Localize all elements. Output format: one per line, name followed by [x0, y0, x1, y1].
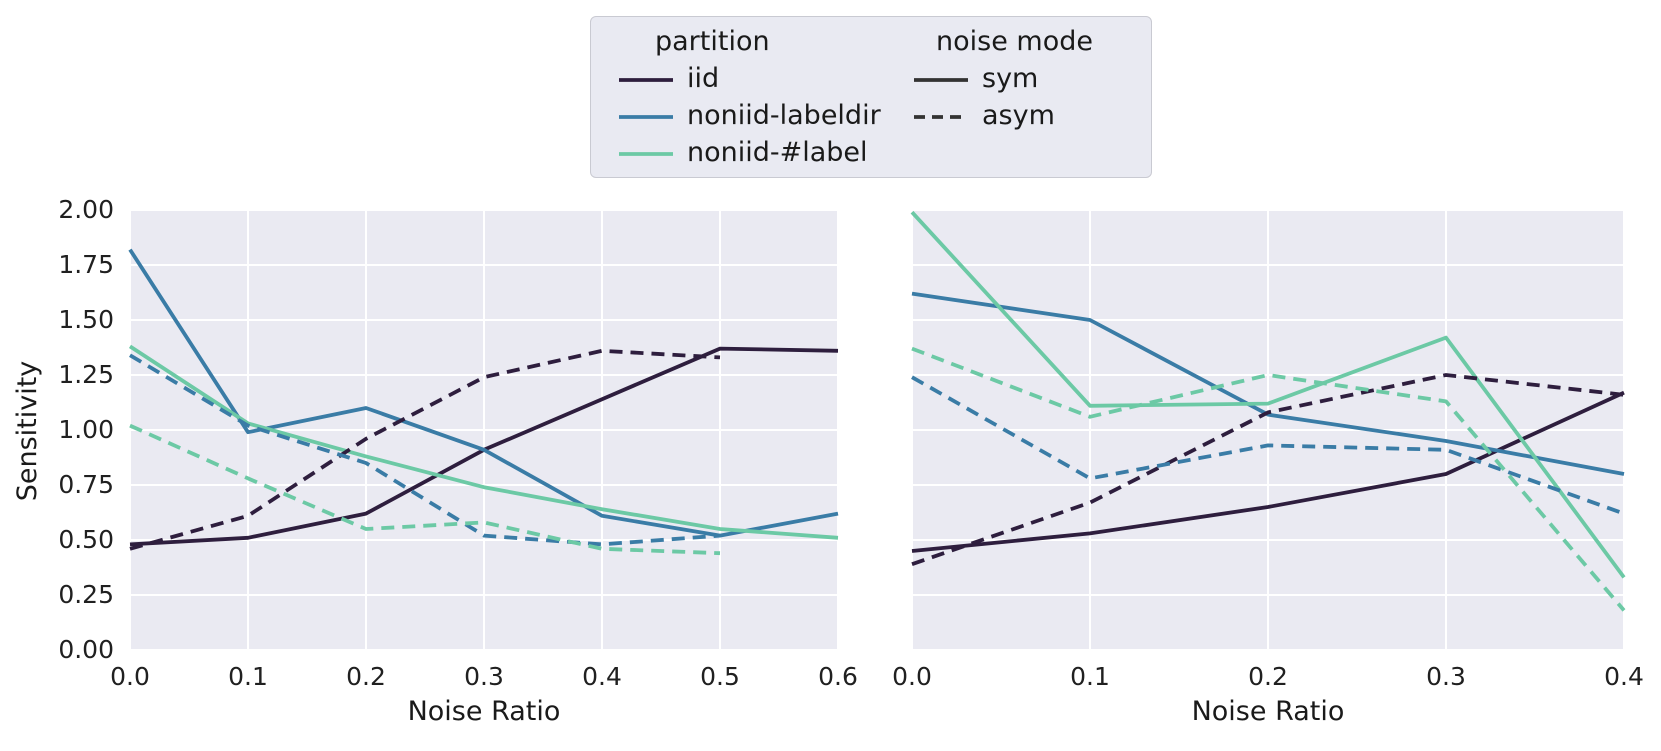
y-tick-label: 0.75 — [58, 470, 114, 499]
series-iid-asym — [911, 373, 1625, 566]
x-tick-label: 0.6 — [818, 662, 858, 691]
x-tick-label: 0.3 — [1426, 662, 1466, 691]
legend-item-label: noniid-#label — [687, 137, 868, 168]
plot-canvas — [128, 209, 839, 651]
legend-item-label: noniid-labeldir — [687, 100, 881, 131]
legend-item-label: asym — [982, 100, 1055, 131]
legend-item-sym: sym — [914, 60, 1093, 97]
x-tick-label: 0.3 — [464, 662, 504, 691]
y-tick-label: 1.25 — [58, 360, 114, 389]
legend-title-noise-mode: noise mode — [936, 26, 1093, 57]
series-noniid-labeldir-sym — [128, 248, 839, 538]
series-noniid-labeldir-asym — [129, 353, 721, 547]
legend-item-noniid-labeldir: noniid-labeldir — [619, 97, 881, 134]
x-tick-label: 0.2 — [1248, 662, 1288, 691]
legend-line-swatch — [914, 115, 968, 119]
y-tick-label: 1.75 — [58, 250, 114, 279]
series-noniid-labeldir-asym — [911, 375, 1625, 516]
legend-line-swatch — [619, 115, 673, 119]
y-tick-label: 0.50 — [58, 525, 114, 554]
legend-item-asym: asym — [914, 97, 1093, 134]
series-noniid-labeldir-sym — [911, 291, 1625, 476]
x-axis-label-right: Noise Ratio — [1191, 696, 1345, 727]
series-iid-sym — [911, 390, 1625, 553]
legend-swatch — [914, 69, 968, 88]
x-tick-label: 0.4 — [1604, 662, 1644, 691]
legend-item-noniid-label: noniid-#label — [619, 134, 881, 171]
y-tick-label: 0.00 — [58, 635, 114, 664]
y-tick-label: 2.00 — [58, 195, 114, 224]
legend-line-swatch — [619, 152, 673, 156]
legend-swatch — [619, 106, 673, 125]
y-tick-label: 0.25 — [58, 580, 114, 609]
legend-item-label: iid — [687, 63, 720, 94]
x-tick-label: 0.1 — [228, 662, 268, 691]
x-tick-label: 0.5 — [700, 662, 740, 691]
x-tick-label: 0.1 — [1070, 662, 1110, 691]
series-noniid-label-asym — [129, 423, 721, 556]
legend-item-label: sym — [982, 63, 1039, 94]
legend-column-partition: partition iid noniid-labeldir noniid-#labe… — [619, 23, 881, 171]
plot-canvas — [910, 209, 1626, 651]
x-tick-label: 0.4 — [582, 662, 622, 691]
legend-title-partition: partition — [655, 26, 770, 57]
x-axis-label-left: Noise Ratio — [407, 696, 561, 727]
legend-swatch — [619, 69, 673, 88]
x-tick-label: 0.2 — [346, 662, 386, 691]
y-tick-label: 1.00 — [58, 415, 114, 444]
legend-swatch — [619, 143, 673, 162]
series-iid-asym — [129, 348, 721, 551]
legend-column-noise-mode: noise mode sym asym — [914, 23, 1093, 134]
legend: partition iid noniid-labeldir noniid-#labe… — [590, 16, 1152, 178]
y-tick-label: 1.50 — [58, 305, 114, 334]
series-noniid-label-sym — [910, 210, 1626, 579]
legend-swatch — [914, 106, 968, 125]
series-noniid-label-asym — [911, 346, 1626, 612]
left-plot: 0.0 0.1 0.2 0.3 0.4 0.5 0.6 0.00 0.25 0.50 0.75 1.0… — [58, 195, 858, 691]
x-tick-label: 0.0 — [110, 662, 150, 691]
right-plot: 0.0 0.1 0.2 0.3 0.4 — [892, 209, 1644, 691]
legend-line-swatch — [914, 78, 968, 82]
legend-line-swatch — [619, 78, 673, 82]
x-tick-label: 0.0 — [892, 662, 932, 691]
legend-item-iid: iid — [619, 60, 881, 97]
